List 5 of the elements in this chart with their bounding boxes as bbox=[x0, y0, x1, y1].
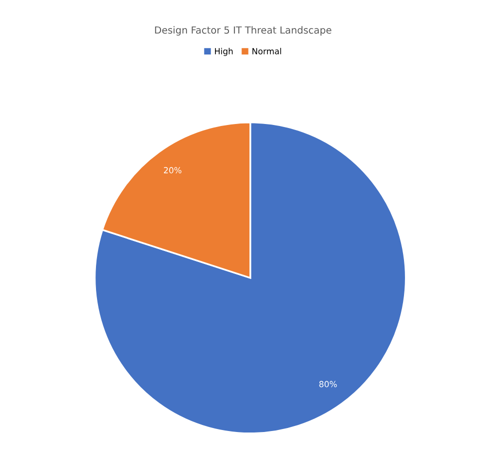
legend-label: High bbox=[215, 48, 233, 56]
data-label: 20% bbox=[164, 167, 182, 174]
chart-title: Design Factor 5 IT Threat Landscape bbox=[155, 26, 332, 36]
data-label: 80% bbox=[319, 380, 337, 388]
legend-label: Normal bbox=[252, 48, 282, 54]
